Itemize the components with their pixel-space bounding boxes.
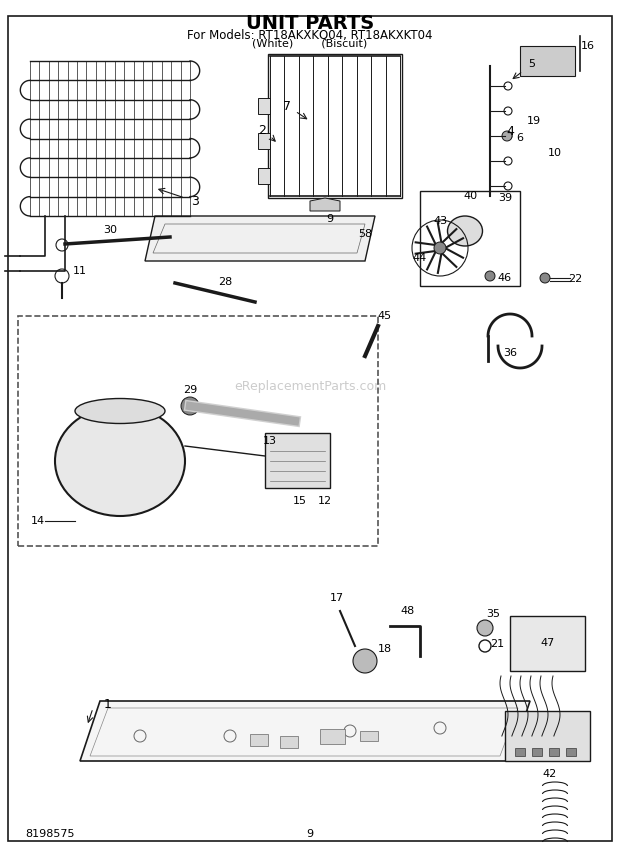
Bar <box>280 736 298 748</box>
Text: eReplacementParts.com: eReplacementParts.com <box>234 379 386 393</box>
Text: 4: 4 <box>506 124 514 138</box>
Text: 22: 22 <box>568 274 582 284</box>
Bar <box>265 433 330 488</box>
Text: 43: 43 <box>433 216 447 226</box>
Bar <box>258 133 270 149</box>
Bar <box>320 729 345 744</box>
Text: 47: 47 <box>541 638 555 648</box>
Text: 15: 15 <box>293 496 307 506</box>
Text: (White)        (Biscuit): (White) (Biscuit) <box>252 38 368 48</box>
Bar <box>420 191 520 286</box>
Bar <box>532 748 542 756</box>
Bar <box>566 748 576 756</box>
Text: 36: 36 <box>503 348 517 358</box>
Text: 58: 58 <box>358 229 372 239</box>
Ellipse shape <box>75 399 165 424</box>
Text: 35: 35 <box>486 609 500 619</box>
Text: 2: 2 <box>258 123 266 136</box>
Bar <box>360 731 378 741</box>
Circle shape <box>181 397 199 415</box>
Bar <box>268 54 402 198</box>
Circle shape <box>434 242 446 254</box>
Polygon shape <box>310 198 340 211</box>
Text: 17: 17 <box>330 593 344 603</box>
Text: 11: 11 <box>73 266 87 276</box>
Circle shape <box>353 649 377 673</box>
Text: 6: 6 <box>516 133 523 143</box>
Text: 46: 46 <box>498 273 512 283</box>
Circle shape <box>485 271 495 281</box>
Bar <box>515 748 525 756</box>
Text: 5: 5 <box>528 59 536 69</box>
Text: 48: 48 <box>401 606 415 616</box>
Text: 18: 18 <box>378 644 392 654</box>
Text: 10: 10 <box>548 148 562 158</box>
Bar <box>520 46 575 76</box>
Text: 28: 28 <box>218 277 232 287</box>
Text: 42: 42 <box>543 769 557 779</box>
Ellipse shape <box>448 216 482 246</box>
Text: 8198575: 8198575 <box>25 829 74 839</box>
Bar <box>549 748 559 756</box>
Text: 13: 13 <box>263 436 277 446</box>
Text: For Models: RT18AKXKQ04, RT18AKXKT04: For Models: RT18AKXKQ04, RT18AKXKT04 <box>187 28 433 41</box>
Text: 16: 16 <box>581 41 595 51</box>
Bar <box>250 734 268 746</box>
Text: 45: 45 <box>377 311 391 321</box>
Polygon shape <box>145 216 375 261</box>
Polygon shape <box>80 701 530 761</box>
Text: 3: 3 <box>191 194 199 207</box>
Text: 39: 39 <box>498 193 512 203</box>
Bar <box>505 711 590 761</box>
Text: 9: 9 <box>327 214 334 224</box>
Text: 30: 30 <box>103 225 117 235</box>
Text: 29: 29 <box>183 385 197 395</box>
Text: 14: 14 <box>31 516 45 526</box>
Text: 44: 44 <box>413 253 427 263</box>
Circle shape <box>502 131 512 141</box>
Bar <box>258 168 270 184</box>
Text: 21: 21 <box>490 639 504 649</box>
Text: 19: 19 <box>527 116 541 126</box>
Text: 7: 7 <box>283 99 291 112</box>
Circle shape <box>477 620 493 636</box>
Circle shape <box>540 273 550 283</box>
Ellipse shape <box>55 406 185 516</box>
Text: 12: 12 <box>318 496 332 506</box>
Text: 40: 40 <box>463 191 477 201</box>
Bar <box>510 616 585 671</box>
Bar <box>258 98 270 114</box>
Bar <box>18 316 378 546</box>
Text: 1: 1 <box>104 698 112 710</box>
Text: UNIT PARTS: UNIT PARTS <box>246 14 374 33</box>
Text: 9: 9 <box>306 829 314 839</box>
